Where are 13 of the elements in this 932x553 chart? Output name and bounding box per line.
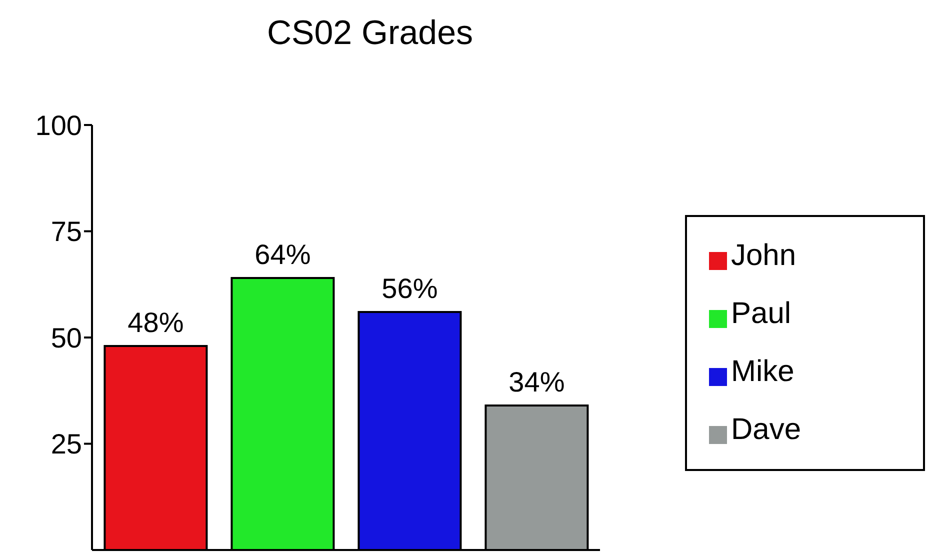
y-tick-label: 25 xyxy=(50,428,82,460)
legend-label: Paul xyxy=(731,297,792,330)
legend-label: Mike xyxy=(731,355,794,388)
y-tick-label: 100 xyxy=(35,110,82,141)
data-label: 56% xyxy=(382,273,438,304)
y-tick-label: 75 xyxy=(50,216,82,248)
data-label: 64% xyxy=(254,239,311,270)
chart-title: CS02 Grades xyxy=(266,14,474,53)
y-tick-label: 50 xyxy=(50,322,82,354)
legend-label: John xyxy=(731,239,796,272)
data-label: 48% xyxy=(128,307,184,338)
legend-label: Dave xyxy=(731,413,802,446)
data-label: 34% xyxy=(508,366,565,398)
